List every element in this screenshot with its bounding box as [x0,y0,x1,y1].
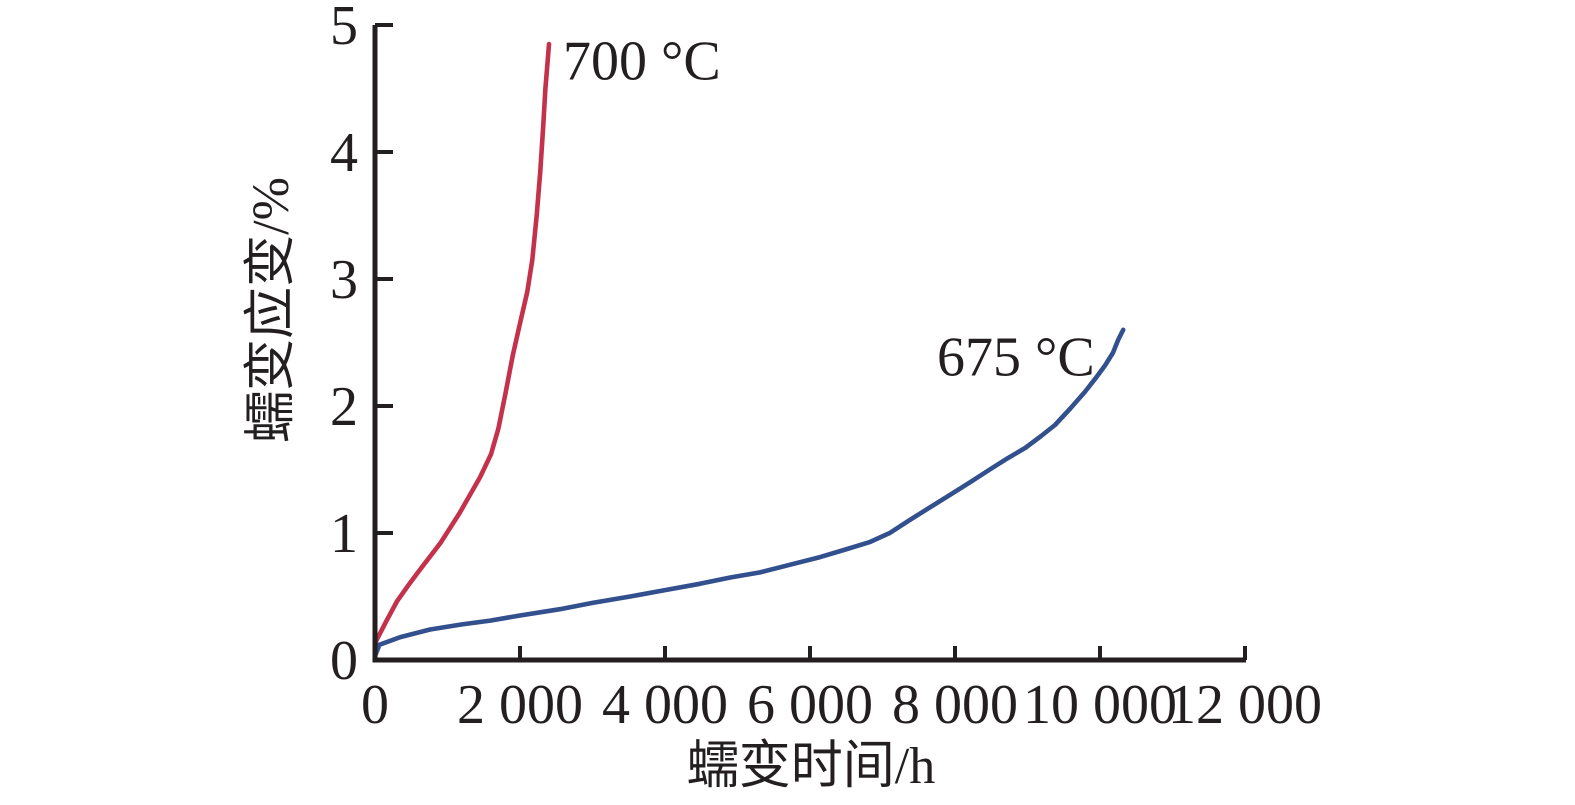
y-tick-label: 2 [330,376,358,438]
x-tick-label: 2 000 [457,674,583,736]
x-tick-label: 12 000 [1168,674,1322,736]
x-tick-label: 0 [361,674,389,736]
series-line-700c [372,41,552,659]
x-tick-label: 6 000 [747,674,873,736]
y-tick-label: 3 [330,249,358,311]
series-line-675c [372,327,1126,659]
series-curves [372,41,1126,659]
x-tick-label: 8 000 [892,674,1018,736]
x-axis-title: 蠕变时间/h [687,738,935,795]
x-tick-label: 10 000 [1023,674,1177,736]
x-tick-label: 4 000 [602,674,728,736]
y-axis-title: 蠕变应变/% [243,177,300,443]
axis-ticks [375,23,1247,660]
y-tick-label: 4 [330,122,358,184]
y-tick-label: 1 [330,503,358,565]
series-label-700c: 700 °C [563,31,721,93]
series-annotations: 700 °C 675 °C [563,31,1095,389]
y-tick-label: 5 [330,0,358,57]
series-label-675c: 675 °C [937,327,1095,389]
y-tick-label: 0 [330,630,358,692]
